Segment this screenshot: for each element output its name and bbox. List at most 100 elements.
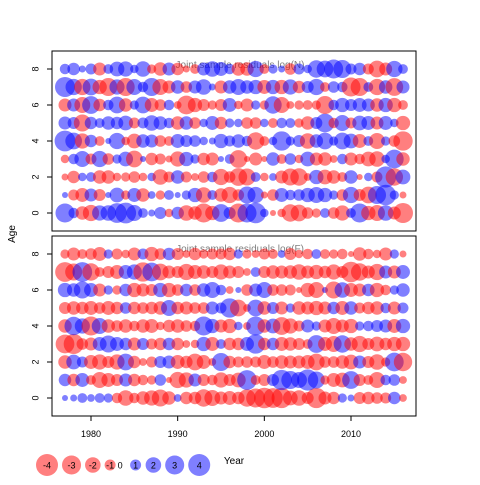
bubble-negative — [93, 98, 106, 112]
bubble-negative — [154, 337, 167, 351]
bubble-negative — [291, 390, 307, 406]
bubble-positive — [214, 62, 228, 76]
bubble-positive — [386, 60, 403, 78]
legend-bubble-negative — [36, 454, 58, 476]
bubble-negative — [311, 208, 321, 218]
bubble-positive — [234, 321, 243, 331]
bubble-negative — [102, 153, 115, 165]
bubble-positive — [91, 150, 108, 168]
x-tick-label: 1980 — [81, 429, 101, 439]
bubble-positive — [204, 282, 221, 298]
bubble-negative — [197, 98, 210, 112]
bubble-negative — [118, 98, 133, 112]
bubble-negative — [300, 116, 315, 130]
bubble-positive — [85, 63, 97, 75]
bubble-negative — [171, 284, 184, 296]
bubble-positive — [315, 113, 335, 133]
bubble-negative — [260, 191, 268, 199]
bubble-negative — [154, 248, 167, 260]
bubble-negative — [128, 171, 141, 183]
bubble-negative — [395, 115, 411, 131]
bubble-negative — [125, 150, 143, 168]
bubble-negative — [399, 376, 407, 384]
bubble-negative — [399, 191, 407, 199]
bubble-negative — [356, 173, 363, 181]
bubble-negative — [77, 249, 88, 259]
bubble-negative — [395, 336, 411, 352]
bubble-negative — [93, 62, 107, 76]
bubble-negative — [171, 62, 184, 76]
bubble-positive — [274, 188, 289, 202]
bubble-negative — [112, 285, 122, 295]
bubble-positive — [307, 371, 325, 389]
bubble-positive — [329, 190, 339, 200]
bubbles-log-n — [54, 59, 413, 224]
bubble-negative — [295, 286, 303, 294]
bubble-negative — [197, 373, 210, 387]
bubble-positive — [74, 151, 91, 167]
bubble-negative — [260, 172, 269, 182]
bubble-negative — [320, 82, 330, 92]
bubble-negative — [121, 172, 131, 182]
bubble-negative — [137, 374, 149, 386]
bubble-positive — [154, 374, 167, 386]
bubble-positive — [260, 208, 269, 218]
bubble-negative — [189, 302, 201, 314]
bubble-negative — [147, 375, 157, 385]
bubble-negative — [223, 355, 236, 369]
bubble-positive — [216, 339, 226, 349]
bubble-negative — [152, 169, 169, 185]
bubble-negative — [137, 302, 149, 314]
bubble-negative — [180, 320, 193, 332]
bubble-negative — [251, 250, 260, 258]
bubble-negative — [94, 136, 105, 146]
legend-bubble-positive — [145, 457, 162, 473]
bubble-negative — [229, 150, 248, 168]
bubble-positive — [126, 79, 143, 95]
bubble-positive — [260, 118, 269, 128]
bubble-negative — [353, 391, 366, 405]
bubble-positive — [70, 394, 78, 402]
bubble-negative — [136, 283, 150, 297]
bubble-positive — [396, 283, 410, 297]
bubble-negative — [326, 264, 342, 280]
bubble-positive — [395, 318, 411, 334]
bubble-negative — [369, 354, 385, 370]
bubble-positive — [217, 155, 225, 163]
bubble-negative — [94, 267, 105, 277]
bubble-positive — [139, 155, 147, 163]
bubble-negative — [82, 263, 100, 281]
bubble-negative — [350, 77, 369, 97]
bubble-positive — [180, 134, 193, 148]
bubble-negative — [319, 356, 331, 368]
bubble-positive — [375, 184, 396, 206]
bubble-negative — [283, 337, 298, 351]
bubble-positive — [94, 393, 105, 403]
bubble-negative — [268, 118, 278, 128]
bubble-positive — [119, 302, 132, 314]
y-tick-label: 6 — [30, 287, 40, 292]
bubble-negative — [329, 155, 338, 163]
bubble-negative — [101, 319, 116, 333]
bubble-negative — [369, 133, 385, 149]
bubble-negative — [302, 100, 313, 110]
bubble-negative — [292, 80, 306, 94]
bubble-negative — [207, 100, 217, 110]
bubble-negative — [261, 155, 268, 163]
bubble-positive — [378, 116, 393, 130]
y-tick-label: 0 — [30, 210, 40, 215]
bubble-negative — [221, 186, 238, 204]
bubble-positive — [84, 134, 98, 148]
bubble-positive — [268, 64, 278, 74]
bubble-positive — [234, 118, 243, 128]
bubble-positive — [380, 302, 391, 314]
bubble-negative — [205, 152, 219, 166]
bubble-negative — [362, 391, 375, 405]
bubble-positive — [337, 393, 347, 403]
x-tick-label: 2000 — [254, 429, 274, 439]
bubble-negative — [223, 247, 236, 261]
bubble-negative — [215, 248, 227, 260]
bubble-positive — [212, 204, 230, 222]
